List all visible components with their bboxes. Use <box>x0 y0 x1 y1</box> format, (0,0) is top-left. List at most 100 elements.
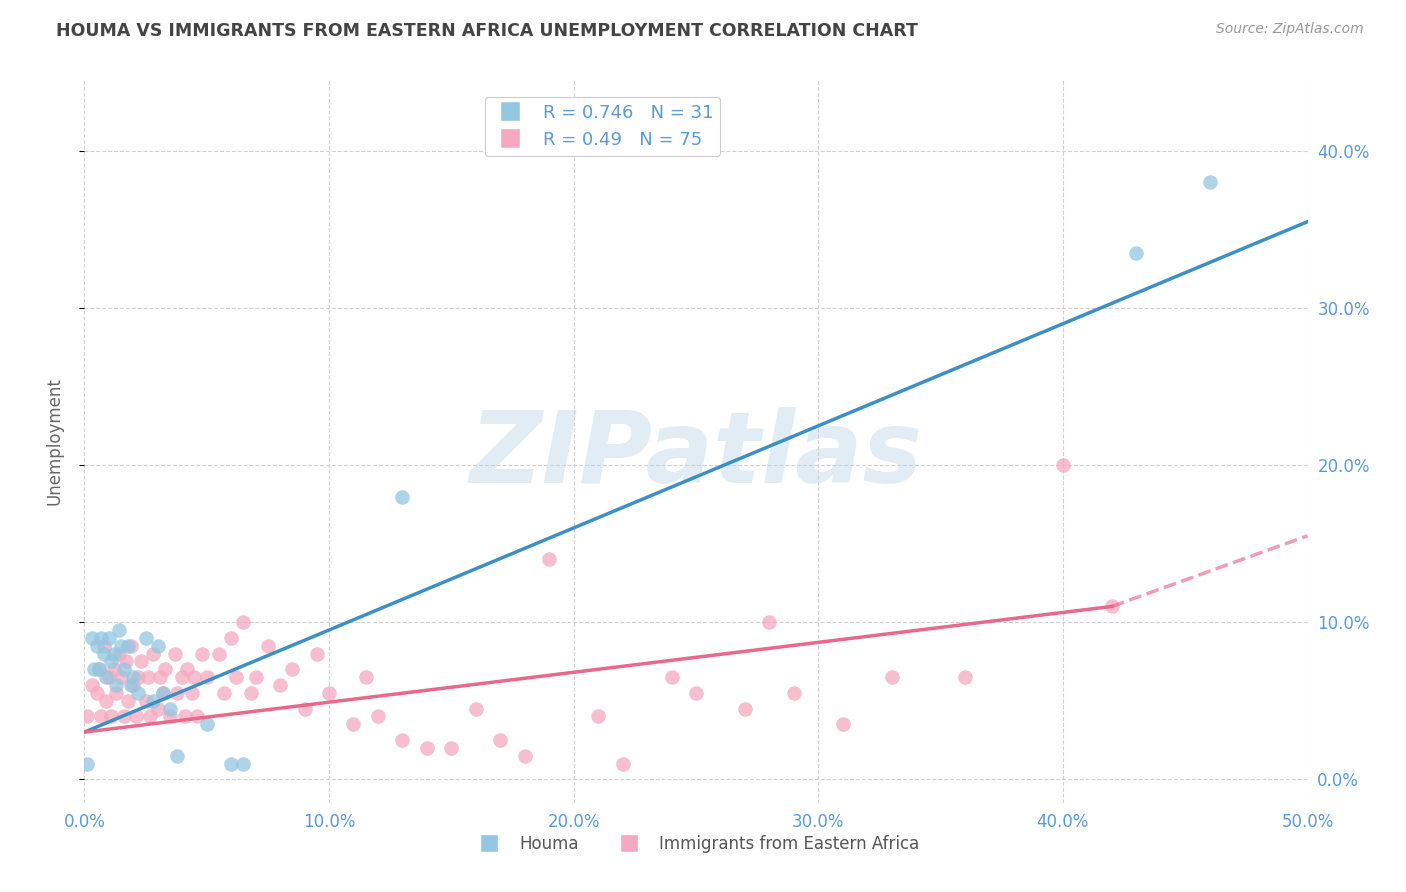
Point <box>831 717 853 731</box>
Point <box>176 662 198 676</box>
Point <box>166 748 188 763</box>
Point <box>758 615 780 630</box>
Point <box>416 740 439 755</box>
Point <box>122 670 145 684</box>
Point <box>87 662 110 676</box>
Point <box>86 639 108 653</box>
Point <box>1052 458 1074 472</box>
Point <box>142 647 165 661</box>
Point <box>100 709 122 723</box>
Point <box>208 647 231 661</box>
Point <box>232 615 254 630</box>
Point <box>120 678 142 692</box>
Point <box>186 709 208 723</box>
Point <box>125 709 148 723</box>
Point <box>139 709 162 723</box>
Point <box>685 686 707 700</box>
Point <box>257 639 280 653</box>
Point <box>172 670 194 684</box>
Point <box>96 670 118 684</box>
Point <box>281 662 304 676</box>
Point <box>354 670 377 684</box>
Point <box>195 717 218 731</box>
Point <box>269 678 291 692</box>
Point <box>117 694 139 708</box>
Point <box>90 631 112 645</box>
Point <box>225 670 247 684</box>
Point <box>142 694 165 708</box>
Point <box>318 686 340 700</box>
Point <box>880 670 903 684</box>
Point <box>342 717 364 731</box>
Point <box>367 709 389 723</box>
Point <box>120 639 142 653</box>
Point <box>152 686 174 700</box>
Point <box>159 701 181 715</box>
Point <box>135 694 157 708</box>
Point <box>122 678 145 692</box>
Point <box>105 678 128 692</box>
Point <box>191 647 214 661</box>
Point <box>166 686 188 700</box>
Legend: Houma, Immigrants from Eastern Africa: Houma, Immigrants from Eastern Africa <box>467 828 925 860</box>
Point <box>107 623 129 637</box>
Point <box>105 686 128 700</box>
Point <box>80 631 103 645</box>
Point <box>173 709 195 723</box>
Point <box>107 647 129 661</box>
Point <box>195 670 218 684</box>
Point <box>97 631 120 645</box>
Point <box>103 662 125 676</box>
Point <box>76 709 98 723</box>
Point <box>586 709 609 723</box>
Point <box>80 678 103 692</box>
Point <box>93 647 115 661</box>
Point <box>163 647 186 661</box>
Point <box>612 756 634 771</box>
Point <box>783 686 806 700</box>
Text: ZIPatlas: ZIPatlas <box>470 408 922 505</box>
Text: Source: ZipAtlas.com: Source: ZipAtlas.com <box>1216 22 1364 37</box>
Point <box>464 701 486 715</box>
Point <box>153 662 176 676</box>
Point <box>112 662 135 676</box>
Point <box>136 670 159 684</box>
Point <box>953 670 976 684</box>
Point <box>232 756 254 771</box>
Point <box>115 655 138 669</box>
Point <box>117 639 139 653</box>
Point <box>87 662 110 676</box>
Point <box>159 709 181 723</box>
Point <box>1198 175 1220 189</box>
Point <box>183 670 205 684</box>
Point <box>219 631 242 645</box>
Point <box>152 686 174 700</box>
Point <box>97 670 120 684</box>
Point <box>127 670 149 684</box>
Point <box>127 686 149 700</box>
Point <box>135 631 157 645</box>
Point <box>212 686 235 700</box>
Point <box>90 709 112 723</box>
Point <box>93 639 115 653</box>
Point <box>245 670 267 684</box>
Point <box>391 490 413 504</box>
Point <box>305 647 328 661</box>
Point <box>149 670 172 684</box>
Point <box>513 748 536 763</box>
Point <box>100 655 122 669</box>
Point <box>146 639 169 653</box>
Point <box>1101 599 1123 614</box>
Point <box>294 701 316 715</box>
Point <box>239 686 262 700</box>
Y-axis label: Unemployment: Unemployment <box>45 377 63 506</box>
Point <box>661 670 683 684</box>
Point <box>129 655 152 669</box>
Point <box>86 686 108 700</box>
Point <box>96 694 118 708</box>
Text: HOUMA VS IMMIGRANTS FROM EASTERN AFRICA UNEMPLOYMENT CORRELATION CHART: HOUMA VS IMMIGRANTS FROM EASTERN AFRICA … <box>56 22 918 40</box>
Point <box>181 686 204 700</box>
Point <box>219 756 242 771</box>
Point <box>110 670 132 684</box>
Point <box>110 639 132 653</box>
